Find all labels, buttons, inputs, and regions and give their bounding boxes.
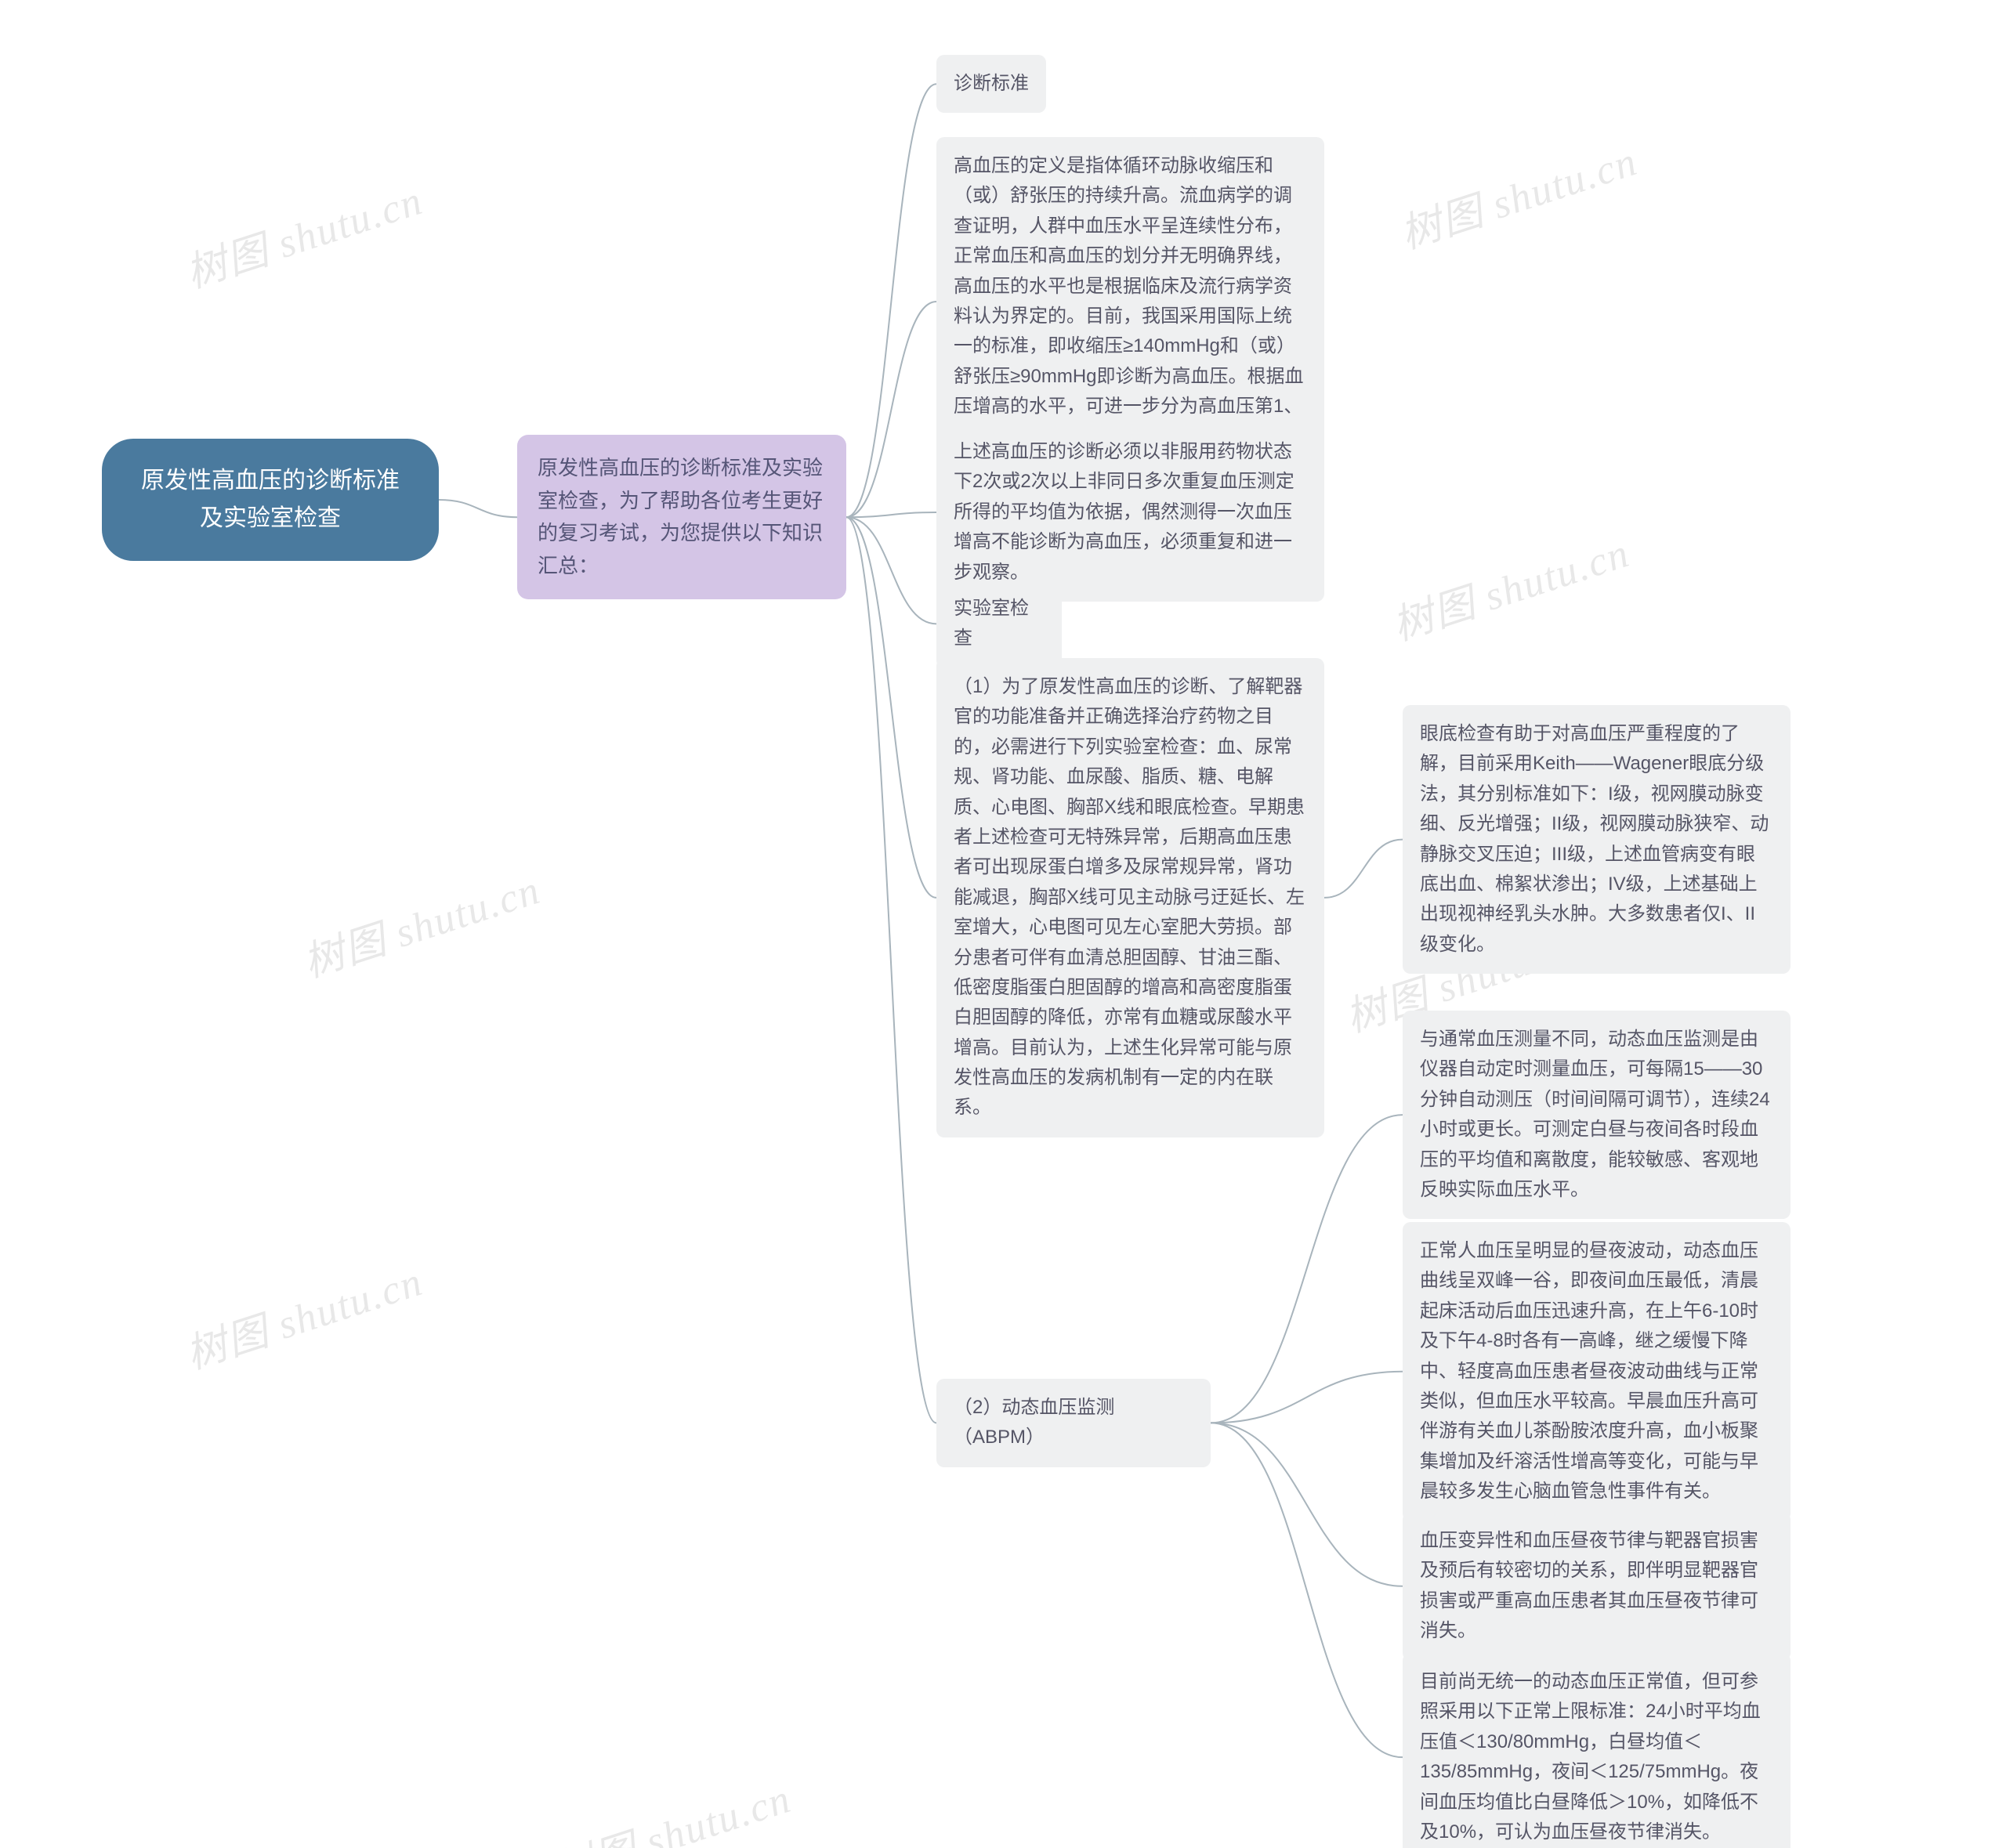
node-lab-exam[interactable]: 实验室检查 [936, 580, 1062, 668]
node-label: 眼底检查有助于对高血压严重程度的了解，目前采用Keith——Wagener眼底分… [1420, 723, 1769, 955]
node-abpm-c[interactable]: 血压变异性和血压昼夜节律与靶器官损害及预后有较密切的关系，即伴明显靶器官损害或严… [1403, 1512, 1791, 1661]
level1-label: 原发性高血压的诊断标准及实验室检查，为了帮助各位考生更好的复习考试，为您提供以下… [538, 456, 823, 577]
watermark: 树图 shutu.cn [177, 1248, 429, 1380]
node-label: （2）动态血压监测（ABPM） [954, 1397, 1114, 1448]
node-abpm[interactable]: （2）动态血压监测（ABPM） [936, 1379, 1211, 1467]
watermark: 树图 shutu.cn [545, 1765, 798, 1848]
node-abpm-b[interactable]: 正常人血压呈明显的昼夜波动，动态血压曲线呈双峰一谷，即夜间血压最低，清晨起床活动… [1403, 1222, 1791, 1521]
node-label: 正常人血压呈明显的昼夜波动，动态血压曲线呈双峰一谷，即夜间血压最低，清晨起床活动… [1420, 1240, 1758, 1502]
node-label: 血压变异性和血压昼夜节律与靶器官损害及预后有较密切的关系，即伴明显靶器官损害或严… [1420, 1530, 1758, 1641]
mindmap-canvas: 树图 shutu.cn 树图 shutu.cn 树图 shutu.cn 树图 s… [0, 0, 2006, 1848]
node-diagnosis-note[interactable]: 上述高血压的诊断必须以非服用药物状态下2次或2次以上非同日多次重复血压测定所得的… [936, 423, 1324, 602]
node-abpm-d[interactable]: 目前尚无统一的动态血压正常值，但可参照采用以下正常上限标准：24小时平均血压值＜… [1403, 1653, 1791, 1848]
watermark: 树图 shutu.cn [1384, 519, 1636, 651]
node-label: 上述高血压的诊断必须以非服用药物状态下2次或2次以上非同日多次重复血压测定所得的… [954, 441, 1294, 583]
node-diagnosis-standard[interactable]: 诊断标准 [936, 55, 1046, 113]
node-label: 实验室检查 [954, 598, 1029, 649]
level1-node[interactable]: 原发性高血压的诊断标准及实验室检查，为了帮助各位考生更好的复习考试，为您提供以下… [517, 435, 846, 599]
node-label: 与通常血压测量不同，动态血压监测是由仪器自动定时测量血压，可每隔15——30分钟… [1420, 1029, 1770, 1200]
root-label: 原发性高血压的诊断标准及实验室检查 [141, 468, 400, 531]
node-label: 高血压的定义是指体循环动脉收缩压和（或）舒张压的持续升高。流血病学的调查证明，人… [954, 155, 1304, 447]
watermark: 树图 shutu.cn [295, 856, 547, 988]
node-abpm-a[interactable]: 与通常血压测量不同，动态血压监测是由仪器自动定时测量血压，可每隔15——30分钟… [1403, 1011, 1791, 1219]
node-label: （1）为了原发性高血压的诊断、了解靶器官的功能准备并正确选择治疗药物之目的，必需… [954, 676, 1305, 1118]
watermark: 树图 shutu.cn [1392, 128, 1644, 259]
node-definition[interactable]: 高血压的定义是指体循环动脉收缩压和（或）舒张压的持续升高。流血病学的调查证明，人… [936, 137, 1324, 466]
node-label: 诊断标准 [954, 73, 1029, 94]
root-node[interactable]: 原发性高血压的诊断标准及实验室检查 [102, 439, 439, 561]
node-lab-item1[interactable]: （1）为了原发性高血压的诊断、了解靶器官的功能准备并正确选择治疗药物之目的，必需… [936, 658, 1324, 1137]
watermark: 树图 shutu.cn [177, 167, 429, 298]
node-eye-exam[interactable]: 眼底检查有助于对高血压严重程度的了解，目前采用Keith——Wagener眼底分… [1403, 705, 1791, 974]
node-label: 目前尚无统一的动态血压正常值，但可参照采用以下正常上限标准：24小时平均血压值＜… [1420, 1671, 1761, 1843]
